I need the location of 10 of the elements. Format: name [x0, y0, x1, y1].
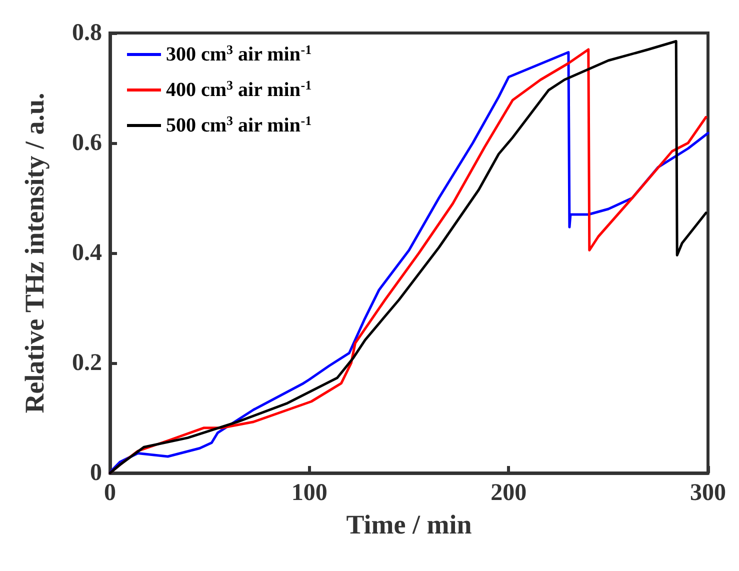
- y-tick-label: 0.4: [72, 240, 102, 266]
- y-axis-title: Relative THz intensity / a.u.: [20, 92, 50, 414]
- x-tick-label: 200: [490, 480, 527, 506]
- y-tick-label: 0.2: [72, 350, 102, 376]
- y-tick-label: 0: [90, 460, 102, 486]
- x-axis-title: Time / min: [346, 510, 472, 540]
- x-tick-label: 300: [690, 480, 726, 506]
- y-tick-label: 0.6: [72, 130, 102, 156]
- y-tick-label: 0.8: [72, 20, 102, 46]
- x-tick-label: 100: [291, 480, 328, 506]
